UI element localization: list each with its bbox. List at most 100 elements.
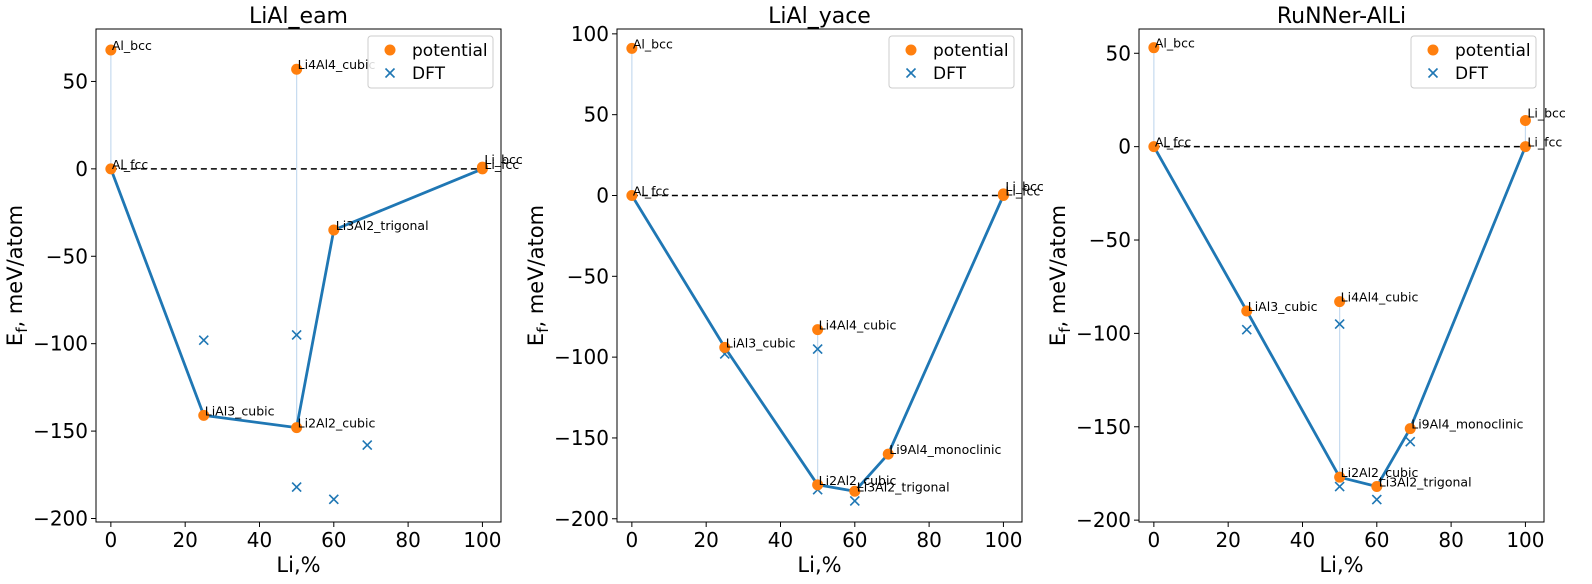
potential-point — [812, 479, 824, 491]
x-tick-label: 60 — [1364, 528, 1389, 552]
legend-dft-marker — [1427, 67, 1439, 79]
y-axis-label: Ef, meV/atom — [1046, 205, 1074, 346]
x-tick-label: 80 — [1438, 528, 1463, 552]
dft-point — [849, 495, 860, 507]
legend: potential DFT — [888, 35, 1015, 89]
point-label: Al_fcc — [633, 183, 670, 198]
potential-point — [328, 224, 340, 236]
y-axis-label-unit: , meV/atom — [524, 205, 548, 328]
y-axis-label-subscript: f — [13, 327, 31, 333]
x-tick-label: 40 — [1290, 528, 1315, 552]
y-tick-label: 0 — [75, 157, 88, 181]
y-axis-label: Ef, meV/atom — [3, 205, 31, 346]
chart-panel-1: LiAl_eam 0 20 40 60 80 100 −200 −150 −100 −50 0 50 Li… — [3, 4, 523, 577]
dft-point — [1334, 318, 1345, 330]
dft-point — [291, 329, 302, 341]
y-tick-label: −50 — [1089, 228, 1131, 252]
x-tick-label: 100 — [984, 528, 1022, 552]
potential-point — [997, 189, 1009, 201]
potential-point — [1519, 115, 1531, 127]
dft-point — [291, 481, 302, 493]
x-axis-label: Li,% — [276, 553, 320, 577]
y-tick-label: −150 — [554, 426, 609, 450]
chart-title: LiAl_eam — [249, 4, 348, 29]
potential-point — [105, 163, 117, 175]
chart-panel-3: RuNNer-AlLi 0 20 40 60 80 100 −200 −150 −100 −50 0 5… — [1046, 4, 1566, 577]
legend: potential DFT — [1410, 35, 1537, 89]
potential-point — [1241, 305, 1253, 317]
x-tick-label: 100 — [463, 528, 501, 552]
legend-potential-marker — [384, 44, 396, 56]
y-axis-label: Ef, meV/atom — [524, 205, 552, 346]
plot-area — [105, 44, 488, 505]
x-tick-label: 20 — [1215, 528, 1240, 552]
legend-dft-label: DFT — [1455, 64, 1489, 84]
chart-title: RuNNer-AlLi — [1277, 4, 1406, 29]
y-axis-label-unit: , meV/atom — [1046, 205, 1070, 328]
x-axis-label: Li,% — [797, 553, 841, 577]
plot-frame — [616, 28, 1023, 523]
point-label: Li2Al2_cubic — [298, 416, 376, 431]
y-axis-label-unit: , meV/atom — [3, 205, 27, 328]
y-tick-label: −100 — [1076, 321, 1131, 345]
point-label: Li4Al4_cubic — [819, 318, 897, 333]
dft-point — [1405, 436, 1416, 447]
potential-point — [719, 341, 731, 353]
x-tick-label: 40 — [768, 528, 793, 552]
y-tick-label: 50 — [1106, 41, 1131, 65]
y-tick-label: −100 — [554, 345, 609, 369]
point-label: Al_fcc — [112, 157, 149, 172]
potential-point — [626, 189, 638, 201]
potential-point — [1404, 423, 1416, 435]
y-axis-label-main: E — [3, 333, 27, 346]
potential-point — [291, 422, 303, 434]
dft-point — [362, 440, 373, 451]
y-axis-label-subscript: f — [1056, 327, 1074, 333]
dft-point — [1334, 481, 1345, 492]
point-label: Li_bcc — [1005, 179, 1043, 194]
potential-point — [198, 409, 210, 421]
point-label: Al_fcc — [1155, 135, 1192, 150]
x-tick-label: 0 — [625, 528, 638, 552]
convex-hull-line — [630, 194, 1005, 493]
point-label: LiAl3_cubic — [205, 403, 275, 418]
legend-box — [1410, 35, 1537, 89]
point-label: Li_bcc — [1527, 106, 1565, 121]
point-label: Li_fcc — [484, 157, 519, 172]
y-tick-label: −100 — [33, 332, 88, 356]
legend-potential-label: potential — [1455, 41, 1531, 61]
chart-title: LiAl_yace — [768, 4, 871, 29]
point-label: Li3Al2_trigonal — [336, 218, 429, 233]
convex-hull-line — [1152, 145, 1527, 488]
y-tick-label: −150 — [1076, 415, 1131, 439]
dft-point — [1371, 494, 1382, 505]
point-label: Al_bcc — [112, 38, 152, 53]
y-tick-label: 50 — [584, 103, 609, 127]
potential-point — [812, 324, 824, 336]
legend-dft-marker — [905, 67, 917, 79]
y-axis-label-subscript: f — [534, 327, 552, 333]
point-label: Li_fcc — [1005, 183, 1040, 198]
dft-point — [1241, 324, 1252, 335]
legend-dft-marker — [384, 67, 396, 79]
y-tick-label: 100 — [571, 22, 609, 46]
y-tick-label: −150 — [33, 419, 88, 443]
point-label: LiAl3_cubic — [1248, 299, 1318, 314]
potential-point — [1148, 141, 1160, 153]
plot-area — [626, 42, 1009, 507]
point-label: Li2Al2_cubic — [819, 473, 897, 488]
x-tick-label: 80 — [916, 528, 941, 552]
chart-panel-2: LiAl_yace 0 20 40 60 80 100 −200 −150 −100 −50 0 50 1… — [524, 4, 1044, 577]
y-tick-label: −50 — [567, 264, 609, 288]
dft-point — [198, 335, 209, 346]
potential-point — [476, 163, 488, 175]
legend-box — [367, 35, 494, 89]
point-label: LiAl3_cubic — [726, 335, 796, 350]
legend-box — [888, 35, 1015, 89]
legend-potential-marker — [905, 44, 917, 56]
point-label: Li9Al4_monoclinic — [889, 442, 1001, 457]
x-tick-label: 20 — [172, 528, 197, 552]
x-tick-label: 40 — [247, 528, 272, 552]
plot-frame — [1138, 28, 1545, 523]
